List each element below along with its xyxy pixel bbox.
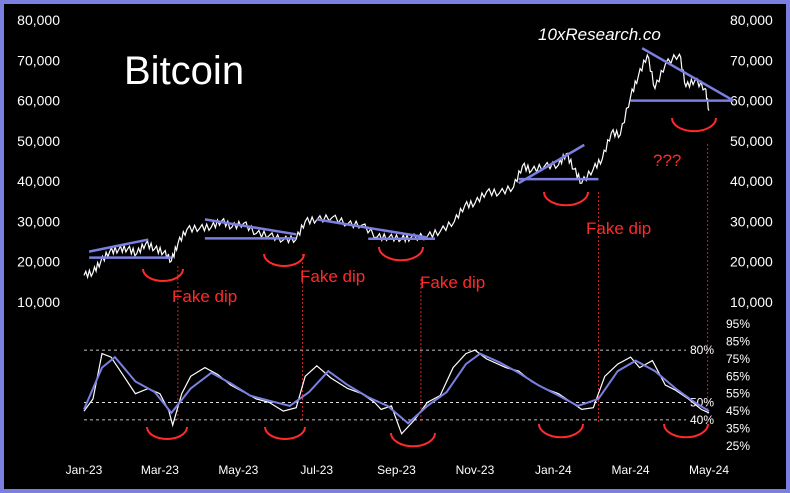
dip-arc xyxy=(538,423,584,439)
price-tick-label: 70,000 xyxy=(730,52,773,68)
date-tick-label: Mar-23 xyxy=(141,463,179,477)
dip-markers xyxy=(177,144,709,422)
dip-arc xyxy=(264,426,306,440)
oscillator-tick-label: 85% xyxy=(726,334,750,348)
price-tick-label: 20,000 xyxy=(730,254,773,270)
fake-dip-annotation: Fake dip xyxy=(586,219,651,238)
reference-line-label: 40% xyxy=(690,413,714,427)
price-tick-label: 10,000 xyxy=(17,294,60,310)
reference-line-label: 80% xyxy=(690,343,714,357)
date-axis: Jan-23 Mar-23 May-23 Jul-23 Sep-23 Nov-23 Jan-… xyxy=(66,463,730,477)
price-tick-label: 80,000 xyxy=(17,12,60,28)
price-axis-left: 80,000 70,000 60,000 50,000 40,000 30,000 20,0… xyxy=(17,12,60,310)
dip-arc xyxy=(378,246,424,262)
oscillator-tick-label: 35% xyxy=(726,422,750,436)
oscillator-tick-label: 25% xyxy=(726,439,750,453)
oscillator-reference-lines: 80%50%40% xyxy=(84,343,714,427)
date-tick-label: Sep-23 xyxy=(377,463,416,477)
oscillator-smoothed-line xyxy=(83,352,710,425)
price-tick-label: 80,000 xyxy=(730,12,773,28)
chart-title: Bitcoin xyxy=(124,49,244,93)
price-tick-label: 70,000 xyxy=(17,52,60,68)
date-tick-label: Jan-23 xyxy=(66,463,103,477)
fake-dip-annotation: Fake dip xyxy=(172,287,237,306)
date-tick-label: May-24 xyxy=(689,463,729,477)
oscillator-series xyxy=(83,349,710,435)
price-tick-label: 50,000 xyxy=(17,133,60,149)
oscillator-tick-label: 65% xyxy=(726,369,750,383)
date-tick-label: Jan-24 xyxy=(535,463,572,477)
brand-watermark: 10xResearch.co xyxy=(538,25,661,44)
date-tick-label: Jul-23 xyxy=(300,463,333,477)
fake-dip-annotation: Fake dip xyxy=(300,267,365,286)
dip-arc xyxy=(543,191,589,207)
trend-line xyxy=(641,47,735,102)
trend-line xyxy=(316,218,428,239)
oscillator-axis-right: 95% 85% 75% 65% 55% 45% 35% 25% xyxy=(726,317,750,453)
fake-dip-annotation: Fake dip xyxy=(420,273,485,292)
dip-arc xyxy=(671,117,717,133)
oscillator-tick-label: 75% xyxy=(726,352,750,366)
date-tick-label: May-23 xyxy=(218,463,258,477)
price-axis-right: 80,000 70,000 60,000 50,000 40,000 30,000 20,0… xyxy=(730,12,773,310)
price-tick-label: 40,000 xyxy=(17,173,60,189)
trend-lines xyxy=(88,47,735,259)
trend-line xyxy=(518,143,585,185)
price-tick-label: 50,000 xyxy=(730,133,773,149)
price-tick-label: 30,000 xyxy=(730,213,773,229)
price-tick-label: 40,000 xyxy=(730,173,773,189)
dip-arcs xyxy=(142,117,717,448)
bitcoin-chart: Bitcoin 10xResearch.co 80,000 70,000 60,00… xyxy=(17,12,773,477)
annotations: Fake dip Fake dip Fake dip Fake dip??? xyxy=(172,151,681,306)
oscillator-tick-label: 95% xyxy=(726,317,750,331)
question-annotation: ??? xyxy=(653,151,681,170)
date-tick-label: Mar-24 xyxy=(612,463,650,477)
oscillator-tick-label: 55% xyxy=(726,387,750,401)
dip-arc xyxy=(142,268,184,282)
chart-frame: Bitcoin 10xResearch.co 80,000 70,000 60,00… xyxy=(4,4,786,489)
price-tick-label: 60,000 xyxy=(730,93,773,109)
dip-arc xyxy=(390,432,436,448)
dip-arc xyxy=(263,253,305,267)
dip-arc xyxy=(663,423,709,439)
trend-line xyxy=(204,218,297,236)
oscillator-line xyxy=(83,349,710,435)
oscillator-tick-label: 45% xyxy=(726,404,750,418)
trend-line xyxy=(88,238,149,253)
price-tick-label: 20,000 xyxy=(17,254,60,270)
dip-arc xyxy=(146,426,188,440)
date-tick-label: Nov-23 xyxy=(456,463,495,477)
price-tick-label: 60,000 xyxy=(17,93,60,109)
price-tick-label: 30,000 xyxy=(17,213,60,229)
price-tick-label: 10,000 xyxy=(730,294,773,310)
